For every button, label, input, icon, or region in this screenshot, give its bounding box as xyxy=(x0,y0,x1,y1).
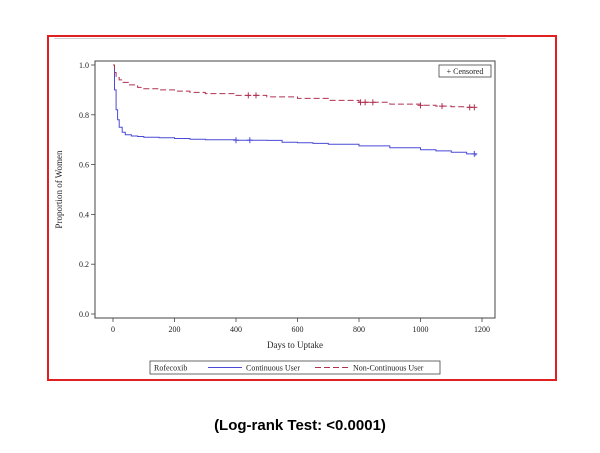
plot-area xyxy=(94,60,496,319)
y-tick-label: 0.8 xyxy=(79,111,89,120)
censored-mark xyxy=(369,99,376,106)
censored-legend-box xyxy=(438,64,492,78)
censored-mark xyxy=(471,150,478,157)
series-legend: Rofecoxib Continuous User Non-Continuous… xyxy=(149,360,441,375)
censored-mark xyxy=(246,137,253,144)
series-line-non-continuous xyxy=(113,64,476,108)
x-axis-title: Days to Uptake xyxy=(267,340,323,350)
y-tick-label: 0.0 xyxy=(79,310,89,319)
series-line-continuous xyxy=(113,64,477,156)
plot-box xyxy=(94,60,496,319)
series-legend-box xyxy=(149,360,441,375)
censored-mark xyxy=(233,137,239,144)
censored-mark xyxy=(417,102,424,109)
censored-mark xyxy=(362,99,369,106)
legend-label-continuous: Continuous User xyxy=(246,364,300,373)
y-axis-title: Proportion of Women xyxy=(54,150,64,229)
log-rank-footnote: (Log-rank Test: <0.0001) xyxy=(214,417,386,434)
legend-title: Rofecoxib xyxy=(154,364,187,373)
y-tick-label: 1.0 xyxy=(79,61,89,70)
censored-mark xyxy=(245,92,252,99)
y-tick-label: 0.4 xyxy=(79,210,89,219)
censored-mark xyxy=(252,92,259,99)
censored-legend: + Censored xyxy=(438,64,492,78)
x-tick-label: 1200 xyxy=(474,325,490,334)
censored-legend-label: + Censored xyxy=(447,67,484,76)
x-tick-label: 200 xyxy=(169,325,181,334)
censored-mark xyxy=(471,104,478,111)
header-rule xyxy=(54,38,506,39)
x-tick-label: 600 xyxy=(292,325,304,334)
legend-label-non-continuous: Non-Continuous User xyxy=(353,364,424,373)
y-tick-label: 0.6 xyxy=(79,161,89,170)
x-tick-label: 1000 xyxy=(413,325,429,334)
y-tick-label: 0.2 xyxy=(79,260,89,269)
x-axis: 0 200 400 600 800 1000 1200 xyxy=(111,318,490,334)
censored-mark xyxy=(439,103,446,110)
y-axis: 0.0 0.2 0.4 0.6 0.8 1.0 xyxy=(79,61,95,319)
x-tick-label: 800 xyxy=(353,325,365,334)
series-layer xyxy=(113,64,478,157)
x-tick-label: 400 xyxy=(230,325,242,334)
figure-frame xyxy=(47,35,557,381)
x-tick-label: 0 xyxy=(111,325,115,334)
